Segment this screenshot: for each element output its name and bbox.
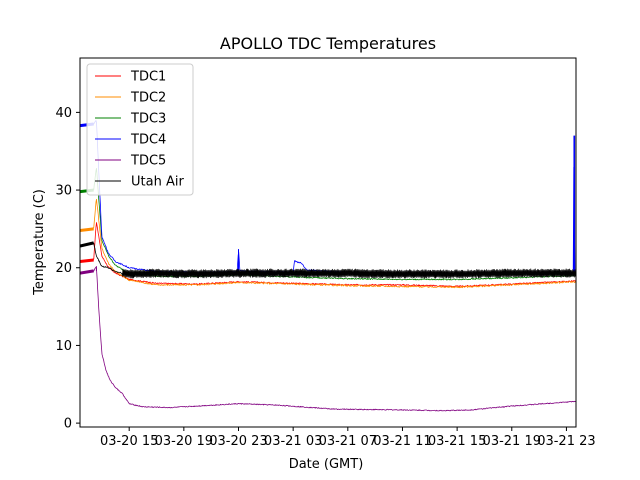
y-tick-label: 20 (55, 261, 72, 276)
x-axis-label: Date (GMT) (289, 457, 364, 472)
y-axis-ticks: 0 10 20 30 40 (55, 106, 80, 432)
series-line-tdc3 (80, 167, 576, 281)
series-line-tdc2 (80, 198, 576, 289)
legend-label: TDC1 (130, 70, 166, 85)
y-tick-label: 30 (55, 184, 72, 199)
y-axis-label: Temperature (C) (32, 189, 47, 296)
y-tick-label: 0 (64, 417, 72, 432)
chart-title: APOLLO TDC Temperatures (220, 34, 436, 53)
legend-label: TDC2 (130, 91, 166, 106)
series-line-utah-air (80, 242, 576, 279)
x-tick-label: 03-21 15 (428, 434, 486, 449)
y-tick-label: 10 (55, 339, 72, 354)
x-tick-label: 03-21 11 (373, 434, 431, 449)
y-tick-label: 40 (55, 106, 72, 121)
legend-label: TDC3 (130, 112, 166, 127)
legend-label: TDC5 (130, 154, 166, 169)
x-tick-label: 03-21 07 (319, 434, 377, 449)
legend: TDC1 TDC2 TDC3 TDC4 TDC5 Utah Air (86, 63, 194, 196)
series-start-segment (80, 269, 94, 275)
series-start-segment (80, 258, 94, 264)
series-start-segment (80, 241, 94, 248)
x-tick-label: 03-21 03 (264, 434, 322, 449)
legend-label: Utah Air (131, 175, 184, 190)
x-tick-label: 03-20 19 (155, 434, 213, 449)
x-tick-label: 03-20 23 (209, 434, 267, 449)
x-tick-label: 03-20 15 (100, 434, 158, 449)
x-tick-label: 03-21 19 (483, 434, 541, 449)
x-tick-label: 03-21 23 (537, 434, 595, 449)
legend-label: TDC4 (130, 133, 166, 148)
series-start-segment (80, 227, 94, 232)
series-line-tdc5 (80, 266, 576, 412)
plot-frame (79, 57, 577, 428)
